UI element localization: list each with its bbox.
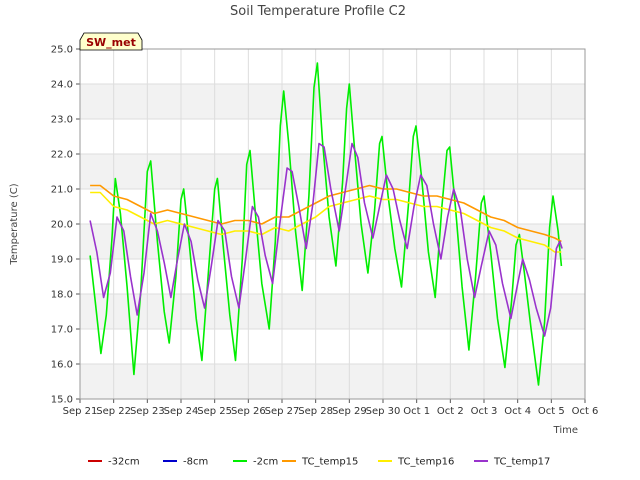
- series-line-tctemp17: [89, 142, 563, 337]
- chart-title: Soil Temperature Profile C2: [230, 4, 406, 19]
- annotation-box: SW_met: [79, 32, 143, 51]
- x-tick-label: Oct 6: [572, 406, 599, 417]
- legend-label-32cm: -32cm: [108, 457, 140, 468]
- y-tick-label: 15.0: [51, 395, 73, 406]
- y-tick-label: 19.0: [51, 255, 73, 266]
- background-band: [80, 154, 585, 189]
- y-tick-label: 22.0: [51, 150, 73, 161]
- annotation-label: SW_met: [86, 36, 136, 49]
- x-tick-label: Sep 22: [96, 406, 131, 417]
- y-tick-label: 20.0: [51, 220, 73, 231]
- background-band: [80, 84, 585, 119]
- legend-label-2cm: -2cm: [253, 457, 278, 468]
- x-tick-label: Oct 4: [504, 406, 531, 417]
- x-tick-label: Sep 24: [164, 406, 199, 417]
- x-tick-label: Oct 2: [437, 406, 464, 417]
- plot-area: 15.0 16.0 17.0 18.0 19.0 20.0 21.0 22.0 23.0 24.0…: [51, 45, 599, 418]
- legend: -32cm -8cm -2cm TC_temp15 TC_temp16 TC_temp17: [88, 457, 550, 468]
- x-tick-label: Sep 26: [231, 406, 266, 417]
- series-line-tctemp16: [90, 191, 562, 253]
- x-tick-label: Sep 25: [197, 406, 232, 417]
- x-tick-label: Oct 3: [471, 406, 498, 417]
- x-axis-label: Time: [553, 425, 578, 436]
- y-tick-label: 18.0: [51, 290, 73, 301]
- x-tick-label: Sep 23: [130, 406, 165, 417]
- x-tick-label: Oct 1: [403, 406, 430, 417]
- legend-label-8cm: -8cm: [183, 457, 208, 468]
- series-line-2cm: [89, 62, 563, 386]
- y-tick-label: 24.0: [51, 80, 73, 91]
- y-tick-label: 25.0: [51, 45, 73, 56]
- y-tick-label: 17.0: [51, 325, 73, 336]
- x-tick-label: Sep 30: [366, 406, 401, 417]
- x-tick-label: Sep 29: [332, 406, 367, 417]
- x-tick-label: Sep 21: [63, 406, 98, 417]
- y-axis-label: Temperature (C): [9, 183, 20, 265]
- plot-frame: [79, 48, 586, 400]
- y-tick-label: 16.0: [51, 360, 73, 371]
- series-line-tctemp15: [90, 184, 562, 243]
- x-tick-label: Sep 28: [298, 406, 333, 417]
- y-tick-label: 21.0: [51, 185, 73, 196]
- legend-label-tctemp16: TC_temp16: [397, 457, 454, 468]
- x-tick-label: Sep 27: [265, 406, 300, 417]
- x-tick-label: Oct 5: [538, 406, 565, 417]
- background-band: [80, 364, 585, 399]
- legend-label-tctemp17: TC_temp17: [493, 457, 550, 468]
- legend-label-tctemp15: TC_temp15: [301, 457, 358, 468]
- y-tick-label: 23.0: [51, 115, 73, 126]
